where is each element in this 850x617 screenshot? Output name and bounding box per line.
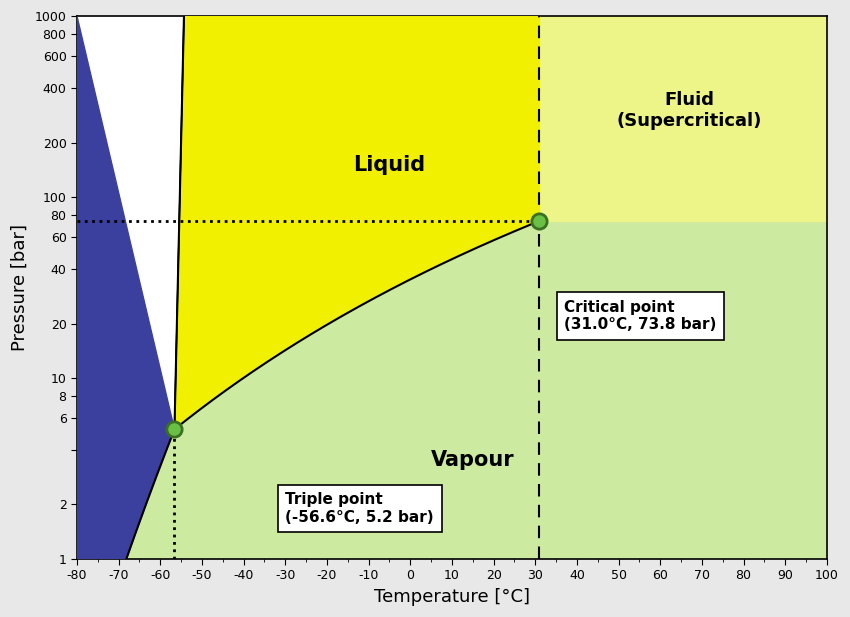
Text: Fluid
(Supercritical): Fluid (Supercritical) [617, 91, 762, 130]
Text: Triple point
(-56.6°C, 5.2 bar): Triple point (-56.6°C, 5.2 bar) [286, 492, 434, 524]
Text: Critical point
(31.0°C, 73.8 bar): Critical point (31.0°C, 73.8 bar) [564, 300, 717, 332]
Text: Liquid: Liquid [354, 155, 426, 175]
Polygon shape [77, 221, 827, 559]
Polygon shape [540, 16, 827, 221]
Text: Solid: Solid [106, 102, 156, 120]
X-axis label: Temperature [°C]: Temperature [°C] [374, 588, 530, 606]
Text: Vapour: Vapour [431, 450, 514, 471]
Polygon shape [77, 16, 184, 617]
Y-axis label: Pressure [bar]: Pressure [bar] [11, 224, 29, 351]
Polygon shape [174, 16, 540, 429]
